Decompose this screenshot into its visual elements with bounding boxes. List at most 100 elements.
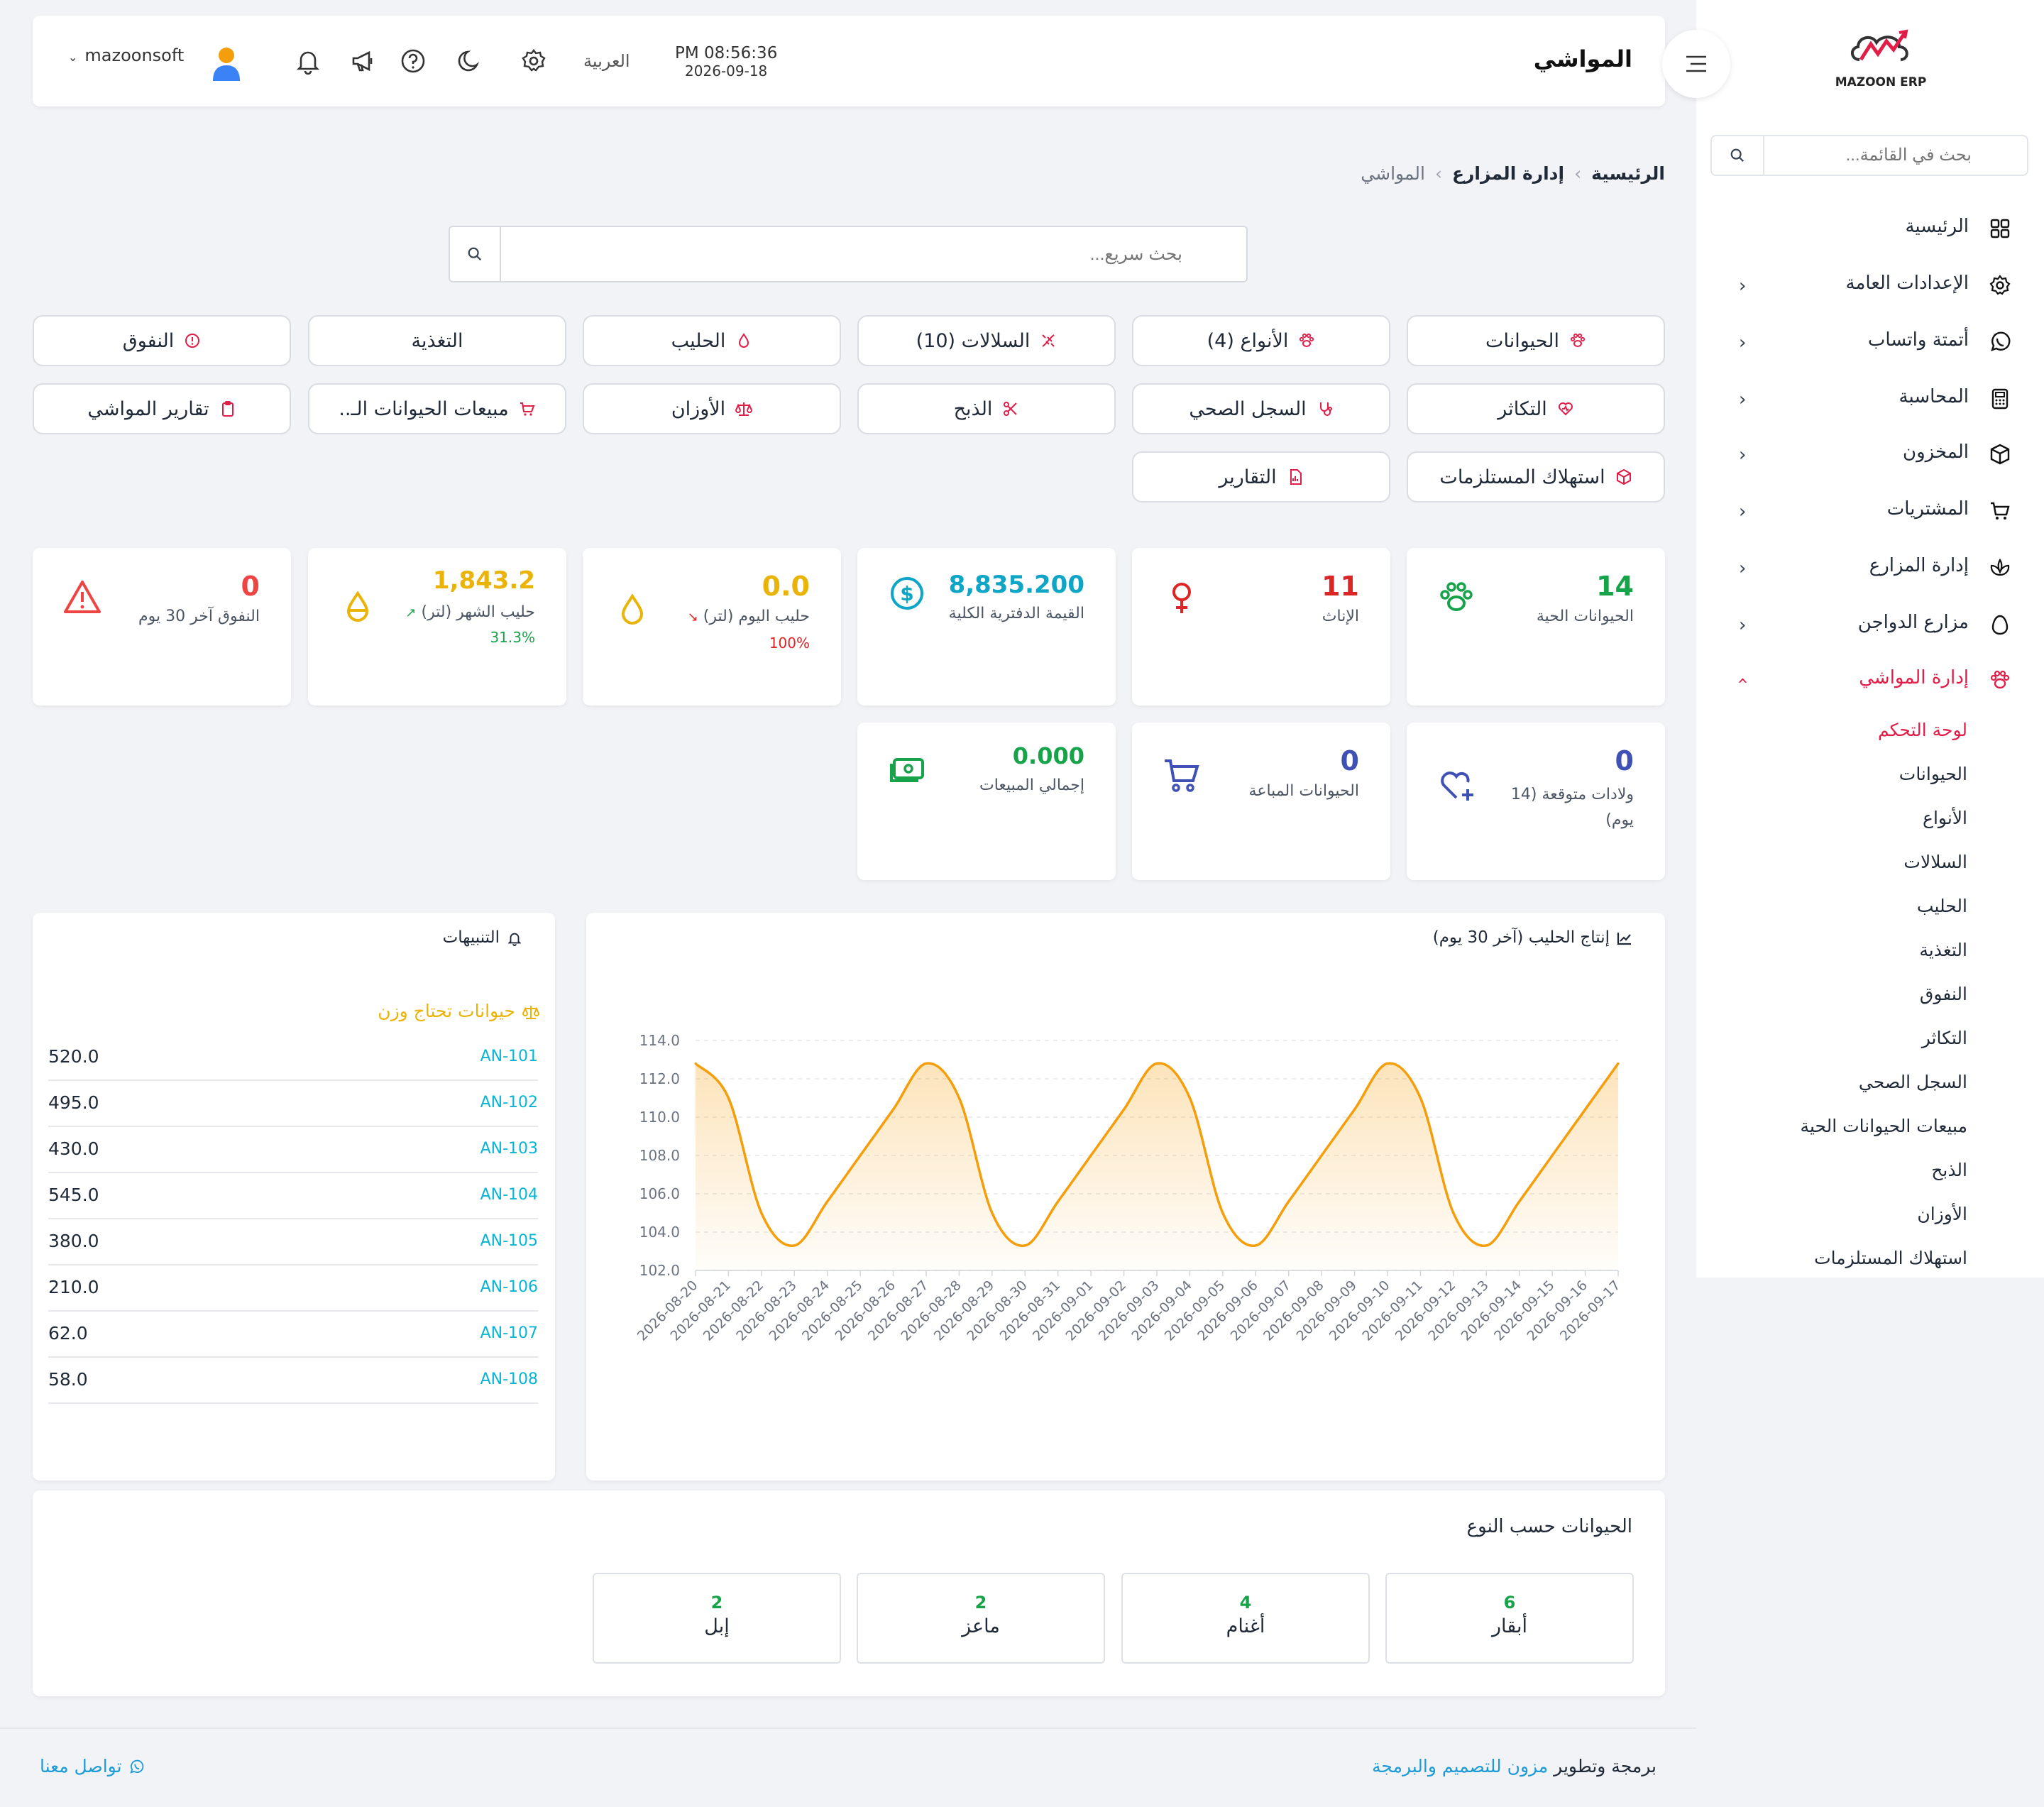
alert-row[interactable]: 58.0 AN-108 (48, 1358, 538, 1404)
data-point (727, 1097, 730, 1099)
sidebar-item-livestock[interactable]: إدارة المواشي ‹ (1696, 654, 2044, 705)
alert-row[interactable]: 520.0 AN-101 (48, 1035, 538, 1081)
alert-row[interactable]: 495.0 AN-102 (48, 1081, 538, 1127)
page-title: المواشي (1533, 45, 1632, 72)
sidebar-search[interactable] (1710, 135, 2028, 176)
sidebar-item-poultry[interactable]: مزارع الدواجن ‹ (1696, 599, 2044, 650)
nav-weights-button[interactable]: الأوزان (583, 383, 841, 434)
submenu-live-sales[interactable]: مبيعات الحيوانات الحية (1800, 1116, 1967, 1136)
alert-row[interactable]: 380.0 AN-105 (48, 1219, 538, 1265)
nav-label: استهلاك المستلزمات (1439, 466, 1605, 488)
submenu-supplies[interactable]: استهلاك المستلزمات (1814, 1248, 1967, 1268)
submenu-animals[interactable]: الحيوانات (1899, 764, 1967, 784)
nav-milk-button[interactable]: الحليب (583, 315, 841, 366)
nav-breeding-button[interactable]: التكاثر (1407, 383, 1665, 434)
help-icon[interactable] (399, 47, 427, 75)
nav-breeds-button[interactable]: السلالات (10) (857, 315, 1116, 366)
alert-code[interactable]: AN-105 (480, 1232, 538, 1250)
sidebar-item-settings[interactable]: الإعدادات العامة ‹ (1696, 260, 2044, 311)
footer: برمجة وتطوير مزون للتصميم والبرمجة تواصل… (0, 1728, 1696, 1807)
avatar[interactable] (209, 45, 244, 82)
stat-label-text: حليب الشهر (لتر) (421, 603, 535, 621)
megaphone-icon[interactable] (349, 47, 378, 75)
sidebar-item-inventory[interactable]: المخزون ‹ (1696, 429, 2044, 480)
chevron-down-icon: ‹ (1732, 676, 1754, 685)
nav-reports-button[interactable]: التقارير (1132, 451, 1390, 502)
submenu-breeding[interactable]: التكاثر (1921, 1028, 1967, 1048)
submenu-breeds[interactable]: السلالات (1903, 852, 1967, 872)
sidebar-item-farms[interactable]: إدارة المزارع ‹ (1696, 542, 2044, 593)
quick-search-input[interactable] (544, 238, 1182, 270)
paw-icon (1300, 333, 1314, 347)
submenu-feeding[interactable]: التغذية (1919, 940, 1967, 960)
sidebar-item-accounting[interactable]: المحاسبة ‹ (1696, 373, 2044, 424)
alert-code[interactable]: AN-101 (480, 1048, 538, 1065)
sidebar-item-purchases[interactable]: المشتريات ‹ (1696, 485, 2044, 537)
search-icon[interactable] (1712, 136, 1764, 175)
submenu-dashboard[interactable]: لوحة التحكم (1877, 720, 1967, 740)
type-card: 4 أغنام (1121, 1573, 1370, 1664)
app-logo[interactable]: MAZOON ERP (1835, 28, 1927, 89)
nav-animals-button[interactable]: الحيوانات (1407, 315, 1665, 366)
data-point (1584, 1108, 1587, 1111)
search-button[interactable] (450, 227, 501, 281)
type-label: إبل (704, 1615, 730, 1637)
type-count: 2 (710, 1593, 723, 1613)
nav-types-button[interactable]: الأنواع (4) (1132, 315, 1390, 366)
data-point (793, 1244, 796, 1247)
stat-live-animals: 14 الحيوانات الحية (1407, 548, 1665, 705)
chevron-left-icon: ‹ (1739, 332, 1747, 353)
alert-row[interactable]: 545.0 AN-104 (48, 1173, 538, 1219)
moon-icon[interactable] (456, 47, 484, 75)
submenu-types[interactable]: الأنواع (1923, 808, 1967, 828)
sidebar-search-input[interactable] (1730, 142, 1972, 169)
sidebar-item-home[interactable]: الرئيسية (1696, 203, 2044, 254)
submenu-milk[interactable]: الحليب (1916, 896, 1967, 916)
alert-weight: 210.0 (48, 1277, 99, 1297)
alert-code[interactable]: AN-103 (480, 1140, 538, 1158)
drop-icon (739, 333, 749, 348)
alert-code[interactable]: AN-107 (480, 1324, 538, 1342)
alert-code[interactable]: AN-108 (480, 1371, 538, 1388)
sidebar-item-whatsapp[interactable]: أتمتة واتساب ‹ (1696, 317, 2044, 368)
drop-half-icon (346, 591, 369, 622)
nav-live-sales-button[interactable]: مبيعات الحيوانات الـ.. (308, 383, 566, 434)
alert-weight: 520.0 (48, 1046, 99, 1067)
breadcrumb-home[interactable]: الرئيسية (1591, 163, 1665, 184)
y-tick-label: 108.0 (639, 1147, 680, 1164)
submenu-mortality[interactable]: النفوق (1919, 984, 1967, 1004)
nav-health-button[interactable]: السجل الصحي (1132, 383, 1390, 434)
y-tick-label: 112.0 (639, 1070, 680, 1087)
gear-icon[interactable] (520, 47, 548, 75)
bell-icon[interactable] (294, 47, 322, 75)
alert-code[interactable]: AN-106 (480, 1278, 538, 1296)
submenu-slaughter[interactable]: الذبح (1931, 1160, 1967, 1180)
alert-row[interactable]: 430.0 AN-103 (48, 1127, 538, 1173)
contact-link[interactable]: تواصل معنا (40, 1756, 145, 1776)
alert-row[interactable]: 210.0 AN-106 (48, 1265, 538, 1312)
chevron-down-icon: ⌄ (68, 50, 78, 64)
chart-svg: 114.0112.0110.0108.0106.0104.0102.02026-… (634, 1032, 1624, 1344)
plant-icon (1990, 558, 2010, 576)
breadcrumb-section[interactable]: إدارة المزارع (1451, 163, 1565, 184)
nav-feeding-button[interactable]: التغذية (308, 315, 566, 366)
stat-label: القيمة الدفترية الكلية (948, 605, 1084, 622)
footer-prefix: برمجة وتطوير (1554, 1756, 1656, 1776)
nav-slaughter-button[interactable]: الذبح (857, 383, 1116, 434)
footer-brand-link[interactable]: مزون للتصميم والبرمجة (1372, 1756, 1549, 1776)
quick-search[interactable] (449, 226, 1248, 282)
user-menu[interactable]: ⌄ mazoonsoft (68, 45, 184, 65)
nav-supplies-button[interactable]: استهلاك المستلزمات (1407, 451, 1665, 502)
language-switch[interactable]: العربية (583, 51, 630, 71)
submenu-health-record[interactable]: السجل الصحي (1858, 1072, 1967, 1092)
stat-expected-births: 0 ولادات متوقعة (14 يوم) (1407, 723, 1665, 880)
nav-reports-livestock-button[interactable]: تقارير المواشي (33, 383, 291, 434)
alert-code[interactable]: AN-104 (480, 1186, 538, 1204)
sidebar-toggle-button[interactable] (1662, 30, 1730, 98)
submenu-weights[interactable]: الأوزان (1917, 1204, 1967, 1224)
alert-code[interactable]: AN-102 (480, 1094, 538, 1111)
nav-mortality-button[interactable]: النفوق (33, 315, 291, 366)
alert-row[interactable]: 62.0 AN-107 (48, 1312, 538, 1358)
data-point (694, 1062, 697, 1065)
alerts-title-text: التنبيهات (442, 928, 500, 947)
